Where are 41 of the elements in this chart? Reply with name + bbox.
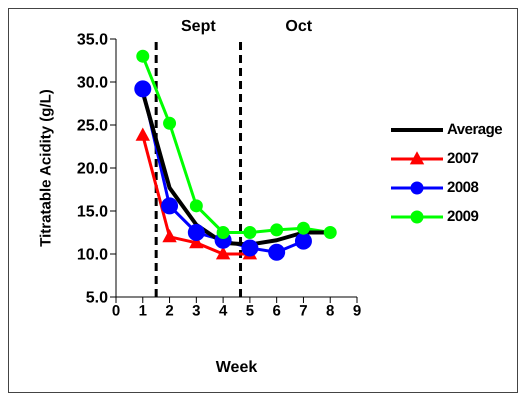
point xyxy=(216,226,230,239)
x-tick-label: 6 xyxy=(272,302,281,320)
x-tick-label: 0 xyxy=(112,302,120,320)
text: Oct xyxy=(285,18,313,35)
x-axis-title: Week xyxy=(216,359,258,376)
legend-label: Average xyxy=(447,121,502,138)
y-tick-label: 30.0 xyxy=(76,74,108,92)
y-tick-label: 20.0 xyxy=(76,160,108,178)
x-tick-label: 9 xyxy=(352,302,362,320)
legend-label: 2009 xyxy=(447,208,478,225)
point xyxy=(161,197,178,214)
point xyxy=(190,199,203,212)
point xyxy=(241,239,258,256)
point xyxy=(296,222,310,235)
y-tick-label: 35.0 xyxy=(76,32,108,49)
text: Sept xyxy=(181,18,216,35)
point xyxy=(162,229,177,242)
point xyxy=(136,50,150,63)
x-tick-label: 3 xyxy=(192,302,201,320)
x-tick-label: 7 xyxy=(299,302,308,320)
legend-label: 2007 xyxy=(447,150,478,167)
x-tick-label: 4 xyxy=(218,302,228,320)
point xyxy=(243,226,256,239)
point xyxy=(270,223,284,236)
y-tick-label: 25.0 xyxy=(76,118,108,135)
y-tick-label: 5.0 xyxy=(86,290,108,307)
x-tick-label: 5 xyxy=(246,302,254,320)
y-tick-label: 15.0 xyxy=(76,204,108,221)
y-tick-label: 10.0 xyxy=(76,246,108,264)
point xyxy=(294,232,312,250)
x-tick-label: 2 xyxy=(165,302,174,320)
legend-label: 2008 xyxy=(447,179,478,196)
point xyxy=(134,80,152,98)
point xyxy=(268,244,286,261)
x-tick-label: 8 xyxy=(326,302,334,320)
point xyxy=(163,116,176,130)
point xyxy=(136,128,150,141)
y-axis-title: Titratable Acidity (g/L) xyxy=(37,89,54,247)
point xyxy=(188,224,205,241)
x-tick-label: 1 xyxy=(138,302,147,320)
point xyxy=(324,226,337,239)
